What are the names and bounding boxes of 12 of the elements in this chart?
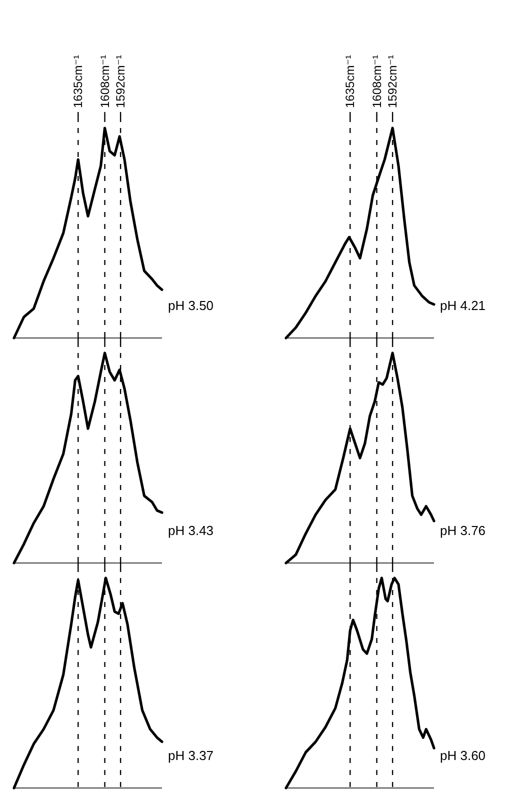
- text: pH 3.50: [168, 298, 214, 313]
- x-tick-label: 1635cm⁻¹: [343, 54, 358, 108]
- x-tick-label: 1635cm⁻¹: [71, 54, 86, 108]
- x-tick-label: 1608cm⁻¹: [98, 54, 112, 108]
- x-tick-label: 1592cm⁻¹: [386, 54, 400, 108]
- x-tick-label: 1608cm⁻¹: [370, 54, 384, 108]
- text: pH 4.21: [440, 298, 486, 313]
- text: pH 3.43: [168, 523, 214, 538]
- text: pH 3.37: [168, 748, 214, 763]
- text: pH 3.60: [440, 748, 486, 763]
- x-tick-label: 1592cm⁻¹: [114, 54, 128, 108]
- text: pH 3.76: [440, 523, 486, 538]
